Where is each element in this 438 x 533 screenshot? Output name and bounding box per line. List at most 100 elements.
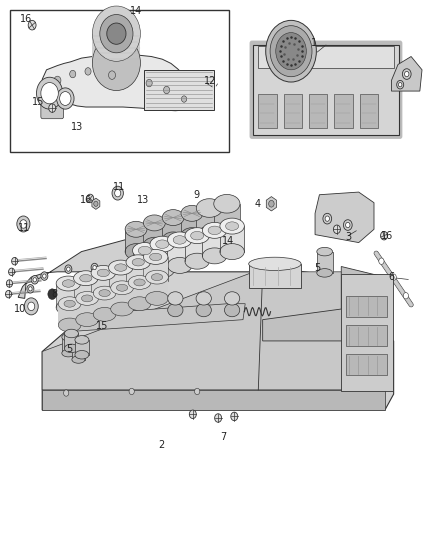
Bar (56, 284, 81, 308)
Bar (284, 94, 302, 128)
Circle shape (49, 104, 56, 112)
Bar (146, 277, 168, 298)
Text: 10: 10 (14, 304, 26, 314)
Circle shape (215, 414, 222, 422)
Ellipse shape (191, 231, 204, 240)
Ellipse shape (92, 6, 141, 61)
Circle shape (42, 274, 46, 278)
Circle shape (28, 302, 35, 311)
Ellipse shape (317, 269, 332, 277)
Text: 14: 14 (130, 6, 142, 17)
Circle shape (70, 70, 76, 78)
Bar (334, 94, 353, 128)
Circle shape (28, 287, 32, 291)
Bar (196, 208, 223, 236)
Text: 5: 5 (314, 263, 321, 272)
Circle shape (194, 388, 200, 394)
Ellipse shape (173, 236, 186, 244)
Bar (72, 344, 85, 360)
Ellipse shape (92, 35, 141, 91)
Polygon shape (266, 197, 276, 211)
Polygon shape (92, 198, 100, 209)
Circle shape (87, 194, 94, 203)
Bar (125, 229, 147, 252)
Circle shape (7, 280, 12, 287)
Ellipse shape (109, 260, 133, 275)
Bar (11, 10, 229, 152)
Circle shape (231, 412, 238, 421)
Circle shape (85, 68, 91, 75)
Ellipse shape (58, 297, 81, 311)
Ellipse shape (134, 279, 145, 286)
Polygon shape (42, 54, 197, 111)
Circle shape (268, 200, 274, 207)
Text: 16: 16 (80, 195, 92, 205)
Ellipse shape (109, 284, 133, 299)
Circle shape (33, 278, 36, 282)
Circle shape (379, 258, 384, 264)
Ellipse shape (202, 222, 227, 238)
Circle shape (17, 216, 30, 232)
Ellipse shape (317, 247, 332, 256)
Circle shape (31, 276, 38, 284)
Ellipse shape (126, 279, 150, 294)
Ellipse shape (125, 221, 147, 237)
Ellipse shape (214, 222, 240, 241)
Circle shape (181, 96, 187, 102)
Circle shape (28, 20, 36, 30)
Ellipse shape (62, 280, 74, 287)
Ellipse shape (74, 295, 98, 310)
Polygon shape (42, 390, 385, 410)
Circle shape (93, 265, 96, 270)
Text: 6: 6 (389, 272, 395, 282)
Ellipse shape (167, 257, 192, 273)
Circle shape (397, 80, 404, 89)
Ellipse shape (125, 244, 147, 260)
Bar (126, 262, 150, 286)
Ellipse shape (76, 313, 99, 327)
Circle shape (20, 220, 27, 228)
Ellipse shape (138, 246, 151, 255)
FancyBboxPatch shape (253, 45, 399, 135)
Ellipse shape (93, 308, 116, 321)
Ellipse shape (56, 276, 81, 291)
Ellipse shape (58, 318, 81, 332)
Circle shape (325, 216, 329, 221)
Circle shape (57, 88, 74, 109)
Circle shape (94, 201, 98, 206)
Ellipse shape (196, 292, 212, 305)
Ellipse shape (162, 232, 184, 248)
Text: 8: 8 (51, 289, 57, 299)
Ellipse shape (128, 297, 151, 311)
Ellipse shape (168, 292, 183, 305)
Bar (249, 264, 301, 288)
Polygon shape (263, 266, 385, 341)
Text: 4: 4 (255, 199, 261, 209)
Bar (185, 236, 209, 261)
Ellipse shape (220, 218, 244, 234)
Circle shape (9, 268, 14, 276)
Circle shape (266, 20, 316, 82)
Bar (133, 251, 157, 276)
Ellipse shape (64, 300, 75, 307)
Ellipse shape (155, 240, 169, 248)
Ellipse shape (126, 255, 150, 270)
Circle shape (163, 86, 170, 94)
Ellipse shape (144, 273, 168, 288)
Ellipse shape (144, 237, 165, 253)
Bar (62, 337, 75, 353)
Ellipse shape (150, 262, 174, 278)
Circle shape (109, 71, 116, 79)
Ellipse shape (100, 14, 133, 53)
Bar (360, 94, 378, 128)
Ellipse shape (144, 215, 165, 231)
Ellipse shape (115, 264, 127, 271)
Ellipse shape (162, 209, 184, 225)
Circle shape (276, 33, 306, 70)
Ellipse shape (97, 269, 110, 277)
Ellipse shape (128, 276, 151, 289)
Ellipse shape (167, 232, 192, 248)
Bar (92, 34, 141, 63)
Text: 11: 11 (18, 223, 30, 233)
Ellipse shape (74, 271, 98, 286)
